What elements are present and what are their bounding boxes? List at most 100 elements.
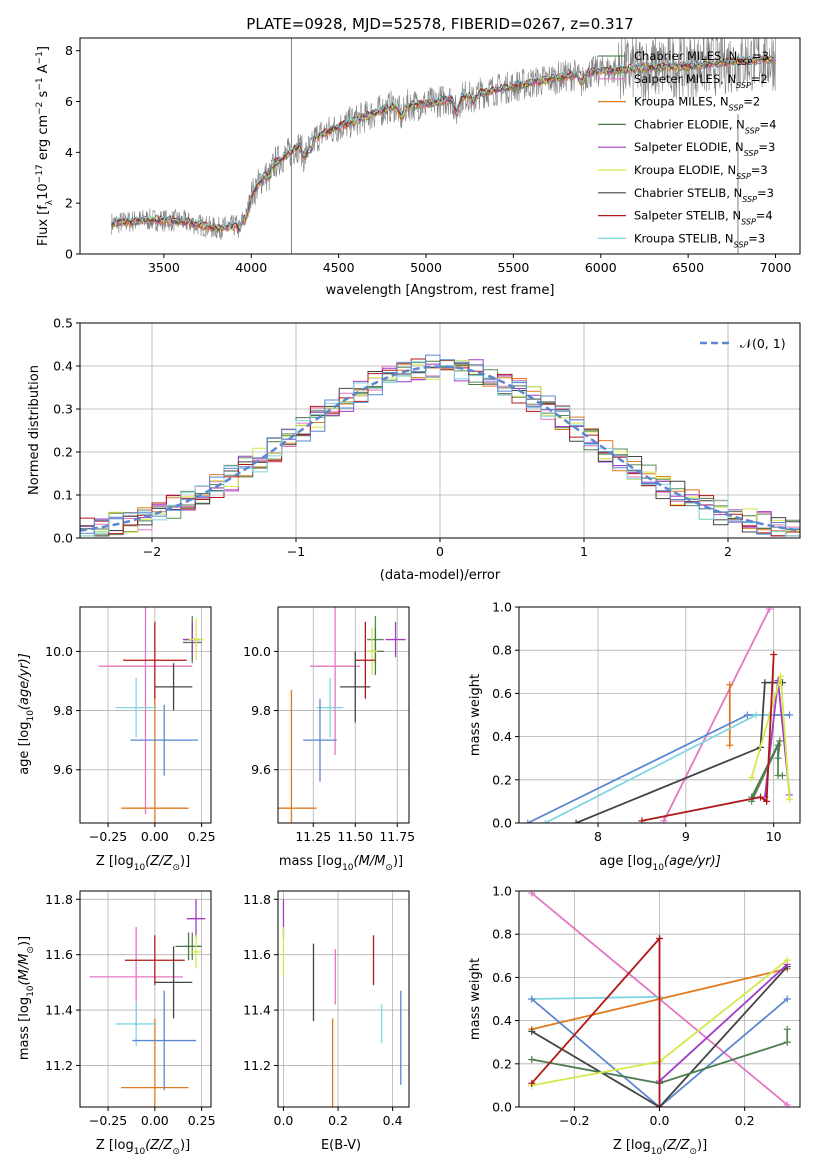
xtick-label: 0.0: [274, 1113, 294, 1128]
spectrum-panel: PLATE=0928, MJD=52578, FIBERID=0267, z=0…: [35, 15, 801, 298]
weight-marker: [778, 679, 786, 687]
legend-entry: Chabrier STELIB, NSSP=3: [634, 186, 774, 204]
ytick-label: 9.6: [251, 762, 271, 777]
weight-line-4: [531, 965, 788, 1107]
spectrum-xtick-label: 7000: [760, 260, 792, 275]
ytick-label: 9.8: [251, 703, 271, 718]
spectrum-ytick-label: 0: [65, 247, 73, 262]
xtick-label: −0.25: [89, 1113, 127, 1128]
spectrum-title: PLATE=0928, MJD=52578, FIBERID=0267, z=0…: [246, 15, 633, 33]
xtick-label: 0.0: [650, 1113, 670, 1128]
spectrum-legend: Chabrier MILES, NSSP=3 Salpeter MILES, NS…: [598, 49, 776, 249]
weight-marker: [656, 935, 663, 943]
xtick-label: 10: [766, 829, 782, 844]
age-weight-panel: 8 9 10 0.0 0.2 0.4 0.6 0.8 1.0: [492, 600, 801, 844]
axes-frame: [277, 606, 410, 824]
ytick-label: 9.8: [53, 703, 73, 718]
spectrum-xtick-label: 4000: [235, 260, 267, 275]
ytick-label: 10.0: [45, 644, 73, 659]
spectrum-xtick-label: 4500: [323, 260, 355, 275]
weight-marker: [776, 737, 784, 745]
spectrum-xtick-label: 5500: [497, 260, 529, 275]
residual-xtick-label: 0: [436, 544, 444, 559]
xtick-label: −0.25: [89, 829, 127, 844]
residual-xtick-label: 2: [724, 544, 732, 559]
xtick-label: 11.25: [295, 829, 331, 844]
ebv-mass-xlabel: E(B-V): [321, 1138, 361, 1153]
z-mass-panel: −0.25 0.00 0.25 11.2 11.4 11.6 11.8: [45, 890, 216, 1128]
spectrum-xtick-label: 6500: [672, 260, 704, 275]
weight-marker: [528, 1079, 536, 1087]
residual-xtick-label: −2: [143, 544, 161, 559]
ytick-label: 1.0: [492, 884, 512, 899]
ytick-label: 0.8: [492, 927, 512, 942]
xtick-label: 9: [682, 829, 690, 844]
residual-ytick-label: 0.1: [53, 488, 73, 503]
z-age-ylabel: age [log10(age/yr)]: [17, 653, 36, 775]
weight-marker: [541, 819, 549, 823]
residual-histogram-9: [80, 354, 800, 535]
xtick-label: 0.2: [328, 1113, 348, 1128]
ytick-label: 10.0: [243, 644, 271, 659]
spectrum-ylabel: Flux [fλ10−17 erg cm−2 s−1 A−1]: [35, 46, 55, 246]
weight-marker: [783, 956, 791, 964]
weight-marker: [783, 1101, 791, 1107]
mass-age-xlabel: mass [log10(M/M⊙)]: [279, 854, 403, 873]
ytick-label: 0.0: [492, 816, 512, 831]
legend-entry: Chabrier MILES, NSSP=3: [634, 49, 769, 67]
weight-marker: [763, 797, 771, 805]
xtick-label: 8: [594, 829, 602, 844]
spectrum-data-line: [111, 38, 776, 240]
weight-marker: [656, 1103, 663, 1107]
axes-frame: [79, 606, 212, 824]
legend-entry: Kroupa MILES, NSSP=2: [634, 95, 760, 113]
axes-frame: [277, 890, 410, 1108]
weight-line-0: [663, 608, 771, 822]
spectrum-ytick-label: 2: [65, 196, 73, 211]
residual-panel: −2 −1 0 1 2 0.0 0.1 0.2 0.3 0.4 0.5 (data-model)/e…: [27, 316, 801, 583]
axes-frame: [79, 890, 212, 1108]
age-weight-ylabel: mass weight: [468, 674, 483, 756]
spectrum-xtick-label: 6000: [585, 260, 617, 275]
weight-marker: [528, 995, 536, 1003]
xtick-label: 0.00: [141, 1113, 169, 1128]
weight-marker: [660, 817, 668, 823]
residual-ytick-label: 0.3: [53, 402, 73, 417]
spectrum-model-line-8: [111, 54, 776, 230]
z-weight-ylabel: mass weight: [468, 958, 483, 1040]
residual-gaussian-line: [79, 365, 801, 532]
weight-marker: [778, 771, 786, 779]
spectrum-xtick-label: 3500: [148, 260, 180, 275]
xtick-label: 0.00: [141, 829, 169, 844]
weight-marker: [638, 817, 646, 823]
legend-entry: Kroupa STELIB, NSSP=3: [634, 231, 765, 249]
z-age-xlabel: Z [log10(Z/Z⊙)]: [96, 854, 190, 873]
legend-entry: Salpeter ELODIE, NSSP=3: [634, 140, 775, 158]
spectrum-ytick-label: 6: [65, 94, 73, 109]
axes-frame: [518, 606, 801, 824]
z-mass-xlabel: Z [log10(Z/Z⊙)]: [96, 1138, 190, 1157]
residual-histogram-6: [80, 359, 800, 537]
residual-xtick-label: −1: [287, 544, 305, 559]
z-age-panel: −0.25 0.00 0.25 9.6 9.8 10.0: [45, 606, 216, 844]
ytick-label: 0.6: [492, 686, 512, 701]
ytick-label: 0.0: [492, 1100, 512, 1115]
residual-ytick-label: 0.4: [53, 359, 73, 374]
residual-ytick-label: 0.5: [53, 316, 73, 331]
weight-marker: [528, 891, 536, 897]
ytick-label: 11.2: [243, 1058, 271, 1073]
mass-age-panel: 11.25 11.50 11.75 9.6 9.8 10.0: [243, 606, 415, 844]
residual-ytick-label: 0.2: [53, 445, 73, 460]
ytick-label: 11.6: [243, 947, 271, 962]
spectrum-xtick-label: 5000: [410, 260, 442, 275]
ytick-label: 0.8: [492, 643, 512, 658]
weight-marker: [572, 819, 580, 823]
ytick-label: 0.2: [492, 1056, 512, 1071]
age-weight-xlabel: age [log10(age/yr)]: [599, 854, 721, 873]
weight-marker: [783, 1038, 791, 1046]
residual-ytick-label: 0.0: [53, 531, 73, 546]
ytick-label: 0.4: [492, 729, 512, 744]
spectrum-xlabel: wavelength [Angstrom, rest frame]: [326, 283, 555, 298]
weight-line-9: [641, 654, 775, 822]
